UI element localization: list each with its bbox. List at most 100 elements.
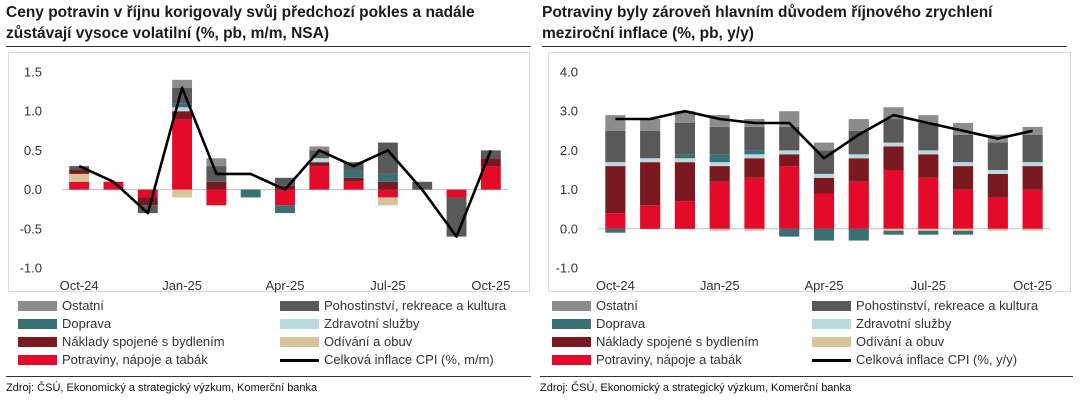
y-tick-label: 0.5 <box>24 143 42 158</box>
chart-panel-right: Potraviny byly zároveň hlavním důvodem ř… <box>540 0 1081 405</box>
bar-segment-zdravotni <box>952 162 974 167</box>
legend-label: Celková inflace CPI (%, y/y) <box>856 352 1018 367</box>
bar-segment-doprava <box>240 189 261 198</box>
bar-segment-potraviny <box>69 181 90 190</box>
bar-segment-odivani <box>1022 228 1043 231</box>
bar-segment-bydleni <box>987 173 1008 198</box>
legend-item-potraviny: Potraviny, nápoje a tabák <box>552 352 802 368</box>
bar-segment-pohostinstvi <box>480 150 501 159</box>
bar-segment-doprava <box>377 173 398 182</box>
bar-segment-odivani <box>952 228 974 231</box>
x-tick-label: Apr-25 <box>265 278 304 293</box>
legend-swatch <box>552 301 591 311</box>
bar-segment-bydleni <box>343 177 364 182</box>
bar-segment-bydleni <box>744 158 765 178</box>
bar-segment-bydleni <box>952 166 974 190</box>
bar-segment-zdravotni <box>1022 162 1043 167</box>
bar-segment-potraviny <box>103 181 124 190</box>
bar-segment-potraviny <box>640 205 661 229</box>
y-tick-label: 1.5 <box>24 65 42 80</box>
legend-label: Náklady spojené s bydlením <box>596 334 759 349</box>
bar-segment-zdravotni <box>640 158 661 163</box>
legend-label: Ostatní <box>596 298 638 313</box>
legend-swatch <box>552 337 591 347</box>
bar-segment-odivani <box>69 173 90 182</box>
bar-segment-potraviny <box>206 189 227 206</box>
legend-swatch <box>812 301 851 311</box>
bar-segment-zdravotni <box>709 162 730 167</box>
bar-segment-potraviny <box>987 197 1008 229</box>
source-divider <box>6 376 531 377</box>
bar-segment-pohostinstvi <box>412 181 433 190</box>
legend-label: Celková inflace CPI (%, m/m) <box>324 352 494 367</box>
bar-segment-doprava <box>813 228 835 241</box>
y-tick-label: 0.0 <box>560 221 578 236</box>
legend-swatch <box>280 319 319 329</box>
legend-item-bydleni: Náklady spojené s bydlením <box>552 334 802 350</box>
legend-swatch <box>552 355 591 365</box>
chart-title: Potraviny byly zároveň hlavním důvodem ř… <box>542 4 993 42</box>
legend-swatch <box>280 337 319 347</box>
legend-swatch <box>812 359 851 362</box>
bar-segment-pohostinstvi <box>674 122 696 155</box>
bar-segment-bydleni <box>779 154 800 167</box>
bar-segment-bydleni <box>848 158 869 182</box>
legend-swatch <box>18 355 57 365</box>
bar-segment-bydleni <box>309 162 330 167</box>
legend-label: Ostatní <box>62 298 104 313</box>
bar-segment-potraviny <box>605 213 626 229</box>
bar-segment-ostatni <box>640 119 661 131</box>
legend-swatch <box>18 301 57 311</box>
bar-segment-ostatni <box>918 115 939 123</box>
bar-segment-ostatni <box>883 107 904 120</box>
bar-segment-doprava <box>172 103 193 108</box>
bar-segment-potraviny <box>848 181 869 229</box>
bar-segment-ostatni <box>309 146 330 151</box>
x-tick-label: Jul-25 <box>911 278 946 293</box>
bar-segment-odivani <box>709 228 730 231</box>
legend-swatch <box>812 337 851 347</box>
x-tick-label: Jul-25 <box>370 278 405 293</box>
chart-panel-left: Ceny potravin v říjnu korigovaly svůj př… <box>0 0 540 405</box>
legend-item-odivani: Odívání a obuv <box>280 334 530 350</box>
y-tick-label: -0.5 <box>20 221 42 236</box>
bar-segment-ostatni <box>605 115 626 131</box>
bar-segment-pohostinstvi <box>952 134 974 163</box>
bar-segment-bydleni <box>813 177 835 194</box>
bar-segment-ostatni <box>813 142 835 151</box>
legend-item-line: Celková inflace CPI (%, y/y) <box>812 352 1062 368</box>
bar-segment-pohostinstvi <box>605 130 626 163</box>
x-tick-label: Oct-25 <box>1013 278 1052 293</box>
bar-segment-bydleni <box>377 181 398 190</box>
bar-segment-doprava <box>883 230 904 235</box>
bar-segment-doprava <box>275 205 295 214</box>
legend-swatch <box>552 319 591 329</box>
y-tick-label: 0.0 <box>24 182 42 197</box>
bar-segment-zdravotni <box>779 150 800 155</box>
x-tick-label: Oct-24 <box>60 278 99 293</box>
bar-segment-potraviny <box>709 181 730 229</box>
legend-item-zdravotni: Zdravotní služby <box>812 316 1062 332</box>
bar-segment-doprava <box>343 170 364 178</box>
source-note: Zdroj: ČSÚ, Ekonomický a strategický výz… <box>540 382 852 394</box>
bar-segment-potraviny <box>779 166 800 229</box>
plot-area-frame <box>8 52 530 292</box>
legend-item-ostatni: Ostatní <box>18 298 268 314</box>
legend-swatch <box>18 337 57 347</box>
legend-label: Pohostinství, rekreace a kultura <box>324 298 507 313</box>
legend-swatch <box>280 301 319 311</box>
y-tick-label: 1.0 <box>24 104 42 119</box>
bar-segment-ostatni <box>952 122 974 135</box>
bar-segment-pohostinstvi <box>377 142 398 174</box>
bar-segment-bydleni <box>640 162 661 206</box>
legend-item-odivani: Odívání a obuv <box>812 334 1062 350</box>
bar-segment-zdravotni <box>309 158 330 163</box>
bar-segment-potraviny <box>918 177 939 229</box>
legend-label: Zdravotní služby <box>856 316 952 331</box>
legend-label: Doprava <box>596 316 646 331</box>
bar-segment-odivani <box>172 189 193 198</box>
bar-segment-ostatni <box>674 111 696 123</box>
bar-segment-bydleni <box>69 170 90 174</box>
legend-label: Potraviny, nápoje a tabák <box>596 352 742 367</box>
legend-swatch <box>280 359 319 362</box>
